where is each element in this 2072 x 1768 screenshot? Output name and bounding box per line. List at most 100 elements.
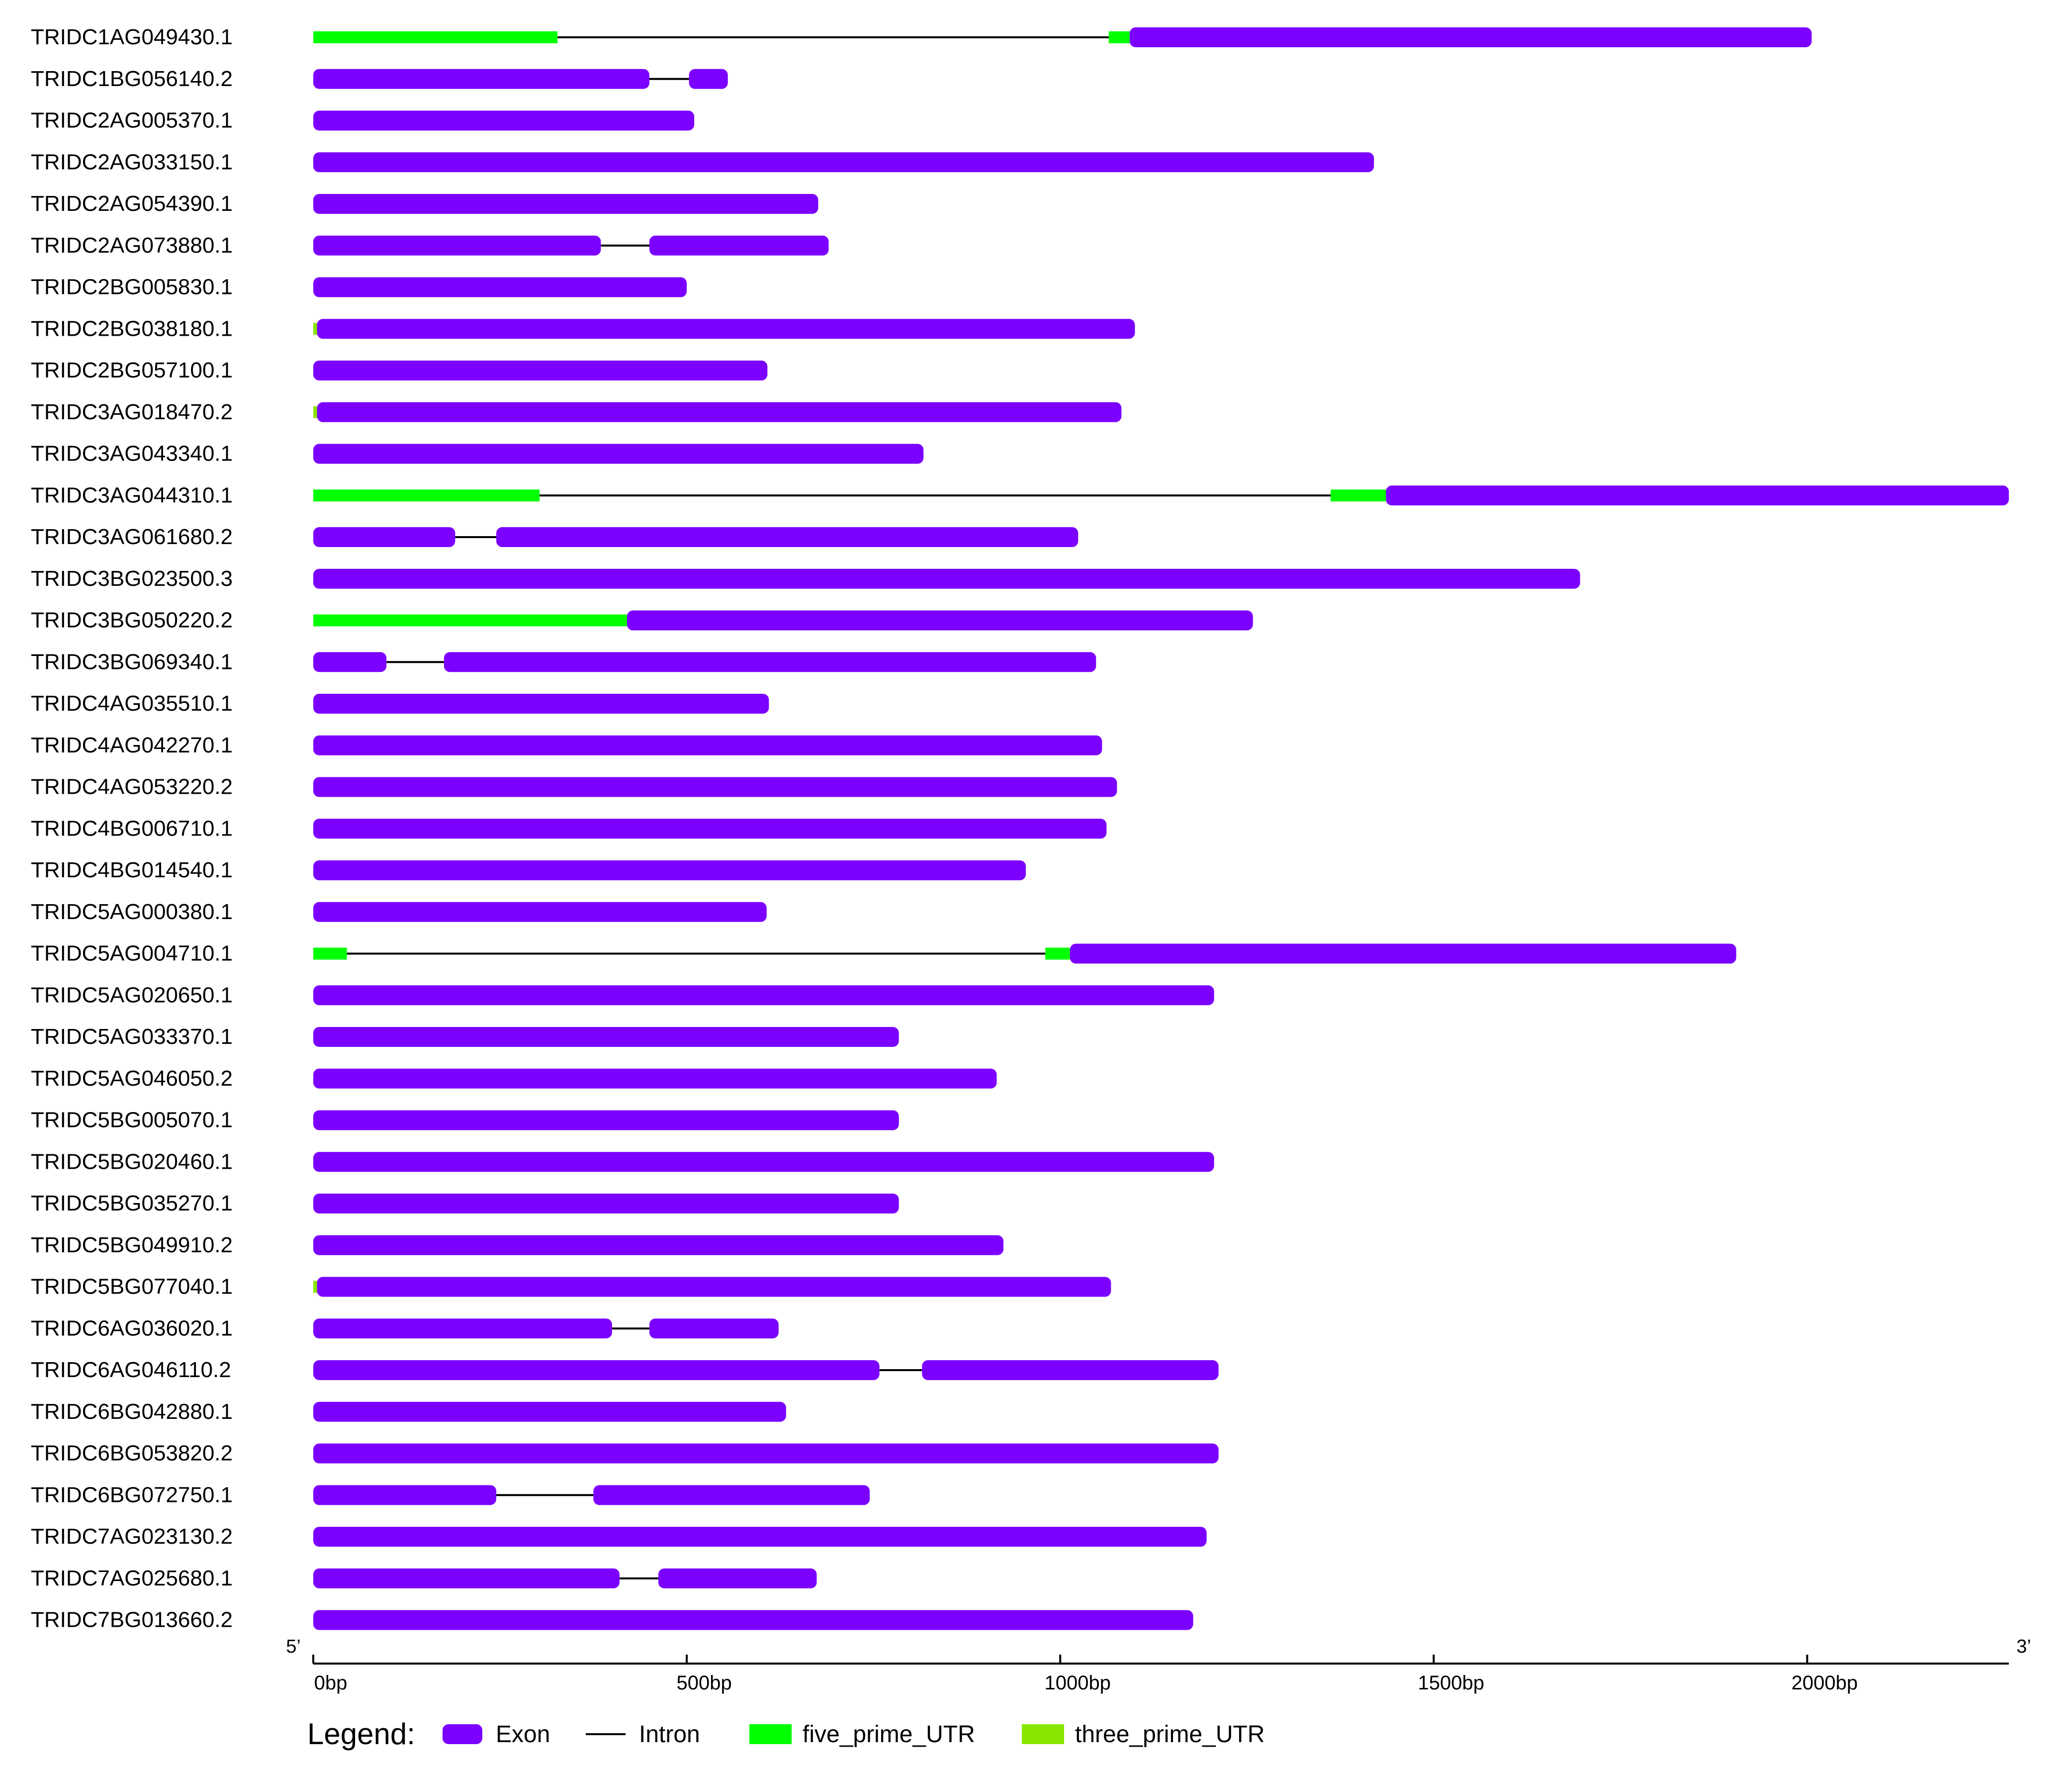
legend-label: Intron <box>639 1721 700 1748</box>
gene-row: TRIDC6BG042880.1 <box>31 1399 786 1424</box>
exon <box>313 1068 997 1089</box>
gene-label: TRIDC3AG018470.2 <box>31 400 233 424</box>
gene-label: TRIDC7AG023130.2 <box>31 1524 233 1549</box>
gene-label: TRIDC2BG005830.1 <box>31 275 233 299</box>
exon <box>313 860 1026 880</box>
exon <box>313 568 1580 589</box>
gene-row: TRIDC3BG023500.3 <box>31 566 1580 591</box>
gene-row: TRIDC5BG049910.2 <box>31 1233 1004 1257</box>
exon <box>1386 485 2009 506</box>
gene-row: TRIDC4BG006710.1 <box>31 816 1107 840</box>
gene-row: TRIDC2BG005830.1 <box>31 275 687 299</box>
three-prime-utr <box>313 406 317 418</box>
gene-row: TRIDC5BG035270.1 <box>31 1191 899 1215</box>
gene-row: TRIDC4AG042270.1 <box>31 733 1102 757</box>
gene-label: TRIDC5BG005070.1 <box>31 1108 233 1132</box>
gene-label: TRIDC4AG035510.1 <box>31 691 233 716</box>
axis-tick-label: 2000bp <box>1792 1672 1858 1694</box>
gene-row: TRIDC5AG033370.1 <box>31 1024 899 1049</box>
exon <box>313 735 1102 755</box>
exon <box>1129 27 1812 47</box>
legend-swatch-five-prime-utr <box>749 1724 792 1744</box>
axis-ticks: 0bp 500bp 1000bp 1500bp 2000bp <box>312 1655 1858 1694</box>
gene-label: TRIDC6BG053820.2 <box>31 1441 233 1466</box>
three-prime-utr <box>313 1281 317 1293</box>
gene-label: TRIDC5AG046050.2 <box>31 1066 233 1091</box>
gene-row: TRIDC1AG049430.1 <box>31 25 1812 49</box>
exon <box>313 985 1214 1006</box>
gene-label: TRIDC4AG053220.2 <box>31 775 233 799</box>
gene-label: TRIDC2BG038180.1 <box>31 316 233 341</box>
x-axis: 5’ 3’ 0bp 500bp 1000bp 1500bp 2000bp <box>286 1636 2031 1694</box>
exon <box>313 1527 1207 1547</box>
exon <box>649 235 829 256</box>
gene-row: TRIDC5BG077040.1 <box>31 1275 1111 1299</box>
gene-label: TRIDC5BG049910.2 <box>31 1233 233 1257</box>
exon <box>313 652 387 672</box>
five-prime-utr <box>313 947 347 960</box>
gene-row: TRIDC3BG069340.1 <box>31 650 1096 674</box>
gene-label: TRIDC5AG000380.1 <box>31 900 233 924</box>
legend-label: Exon <box>496 1721 550 1748</box>
gene-label: TRIDC5AG020650.1 <box>31 983 233 1007</box>
exon <box>1070 943 1736 964</box>
gene-label: TRIDC5AG033370.1 <box>31 1024 233 1049</box>
axis-tick-label: 500bp <box>676 1672 731 1694</box>
gene-label: TRIDC7BG013660.2 <box>31 1608 233 1632</box>
gene-row: TRIDC5AG000380.1 <box>31 900 767 924</box>
exon <box>313 277 687 297</box>
gene-row: TRIDC5BG005070.1 <box>31 1108 899 1132</box>
gene-row: TRIDC6BG072750.1 <box>31 1483 870 1507</box>
gene-label: TRIDC1BG056140.2 <box>31 67 233 91</box>
exon <box>313 694 769 714</box>
gene-label: TRIDC3BG069340.1 <box>31 650 233 674</box>
axis-tick-label: 1500bp <box>1418 1672 1484 1694</box>
exon <box>649 1318 779 1339</box>
exon <box>313 1401 786 1422</box>
gene-row: TRIDC2AG033150.1 <box>31 150 1374 174</box>
gene-label: TRIDC5AG004710.1 <box>31 941 233 966</box>
exon <box>313 361 768 380</box>
gene-row: TRIDC3AG061680.2 <box>31 525 1079 549</box>
exon <box>313 1485 497 1505</box>
gene-row: TRIDC3AG044310.1 <box>31 483 2009 507</box>
gene-label: TRIDC2AG033150.1 <box>31 150 233 174</box>
exon <box>313 1443 1219 1464</box>
gene-label: TRIDC2AG005370.1 <box>31 108 233 133</box>
gene-row: TRIDC1BG056140.2 <box>31 67 728 91</box>
exon <box>922 1360 1219 1380</box>
gene-label: TRIDC3AG043340.1 <box>31 442 233 466</box>
gene-label: TRIDC3BG023500.3 <box>31 566 233 591</box>
exon <box>313 1610 1193 1630</box>
gene-label: TRIDC4BG006710.1 <box>31 816 233 840</box>
gene-row: TRIDC6AG036020.1 <box>31 1316 779 1340</box>
gene-label: TRIDC3AG044310.1 <box>31 483 233 507</box>
exon <box>313 1110 899 1130</box>
five-prime-utr <box>1108 31 1130 43</box>
gene-label: TRIDC4BG014540.1 <box>31 858 233 882</box>
exon <box>496 527 1079 547</box>
legend-title: Legend: <box>307 1717 415 1751</box>
gene-label: TRIDC5BG035270.1 <box>31 1191 233 1215</box>
exon <box>689 69 728 89</box>
exon <box>313 1194 899 1213</box>
gene-row: TRIDC2AG005370.1 <box>31 108 695 133</box>
exon <box>317 402 1122 422</box>
five-prime-utr <box>313 489 540 502</box>
gene-row: TRIDC2AG054390.1 <box>31 191 818 216</box>
exon <box>313 819 1107 839</box>
exon <box>313 194 818 214</box>
five-prime-utr <box>1045 947 1070 960</box>
gene-row: TRIDC6AG046110.2 <box>31 1358 1219 1382</box>
gene-row: TRIDC7BG013660.2 <box>31 1608 1193 1632</box>
gene-label: TRIDC5BG020460.1 <box>31 1149 233 1174</box>
gene-row: TRIDC3BG050220.2 <box>31 608 1253 633</box>
exon <box>593 1485 870 1505</box>
gene-row: TRIDC5BG020460.1 <box>31 1149 1214 1174</box>
legend-swatch-three-prime-utr <box>1022 1724 1064 1744</box>
gene-row: TRIDC7AG025680.1 <box>31 1566 817 1590</box>
five-prime-end-label: 5’ <box>286 1636 301 1657</box>
exon <box>313 1568 620 1588</box>
exon <box>313 1027 899 1047</box>
